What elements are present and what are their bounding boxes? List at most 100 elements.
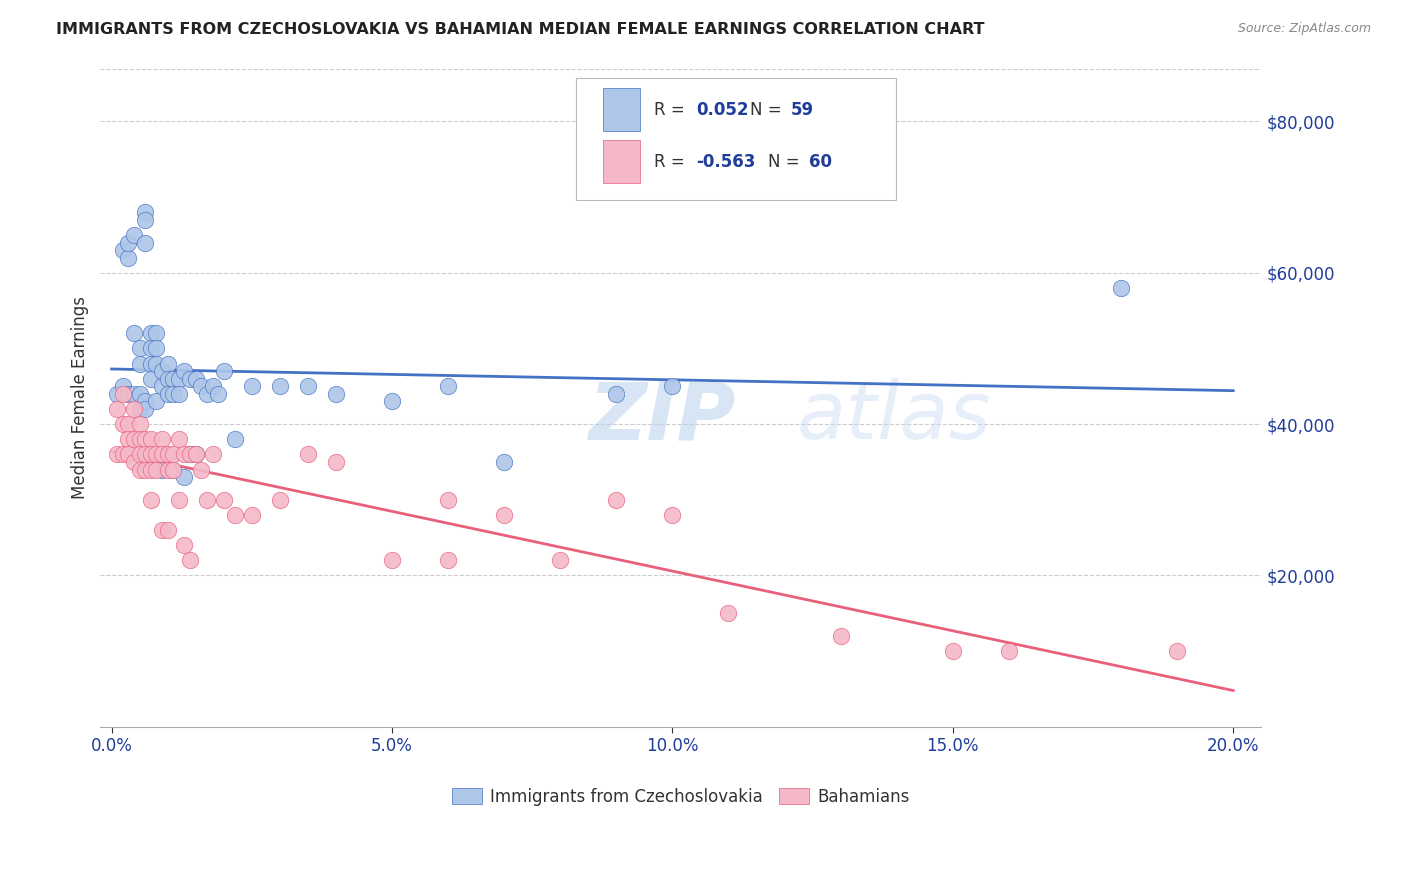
Point	[134, 394, 156, 409]
Point	[998, 644, 1021, 658]
Point	[145, 394, 167, 409]
Point	[173, 538, 195, 552]
Point	[156, 387, 179, 401]
Point	[162, 462, 184, 476]
Point	[134, 447, 156, 461]
Point	[1166, 644, 1188, 658]
Point	[122, 432, 145, 446]
Point	[150, 432, 173, 446]
Point	[128, 387, 150, 401]
Point	[184, 447, 207, 461]
Point	[830, 629, 852, 643]
Point	[128, 417, 150, 432]
Point	[134, 432, 156, 446]
FancyBboxPatch shape	[603, 88, 640, 131]
Point	[224, 508, 246, 522]
Legend: Immigrants from Czechoslovakia, Bahamians: Immigrants from Czechoslovakia, Bahamian…	[444, 781, 917, 813]
Point	[128, 342, 150, 356]
Point	[179, 372, 201, 386]
Point	[437, 553, 460, 567]
Text: 59: 59	[792, 101, 814, 119]
Point	[150, 523, 173, 537]
Point	[134, 205, 156, 219]
Point	[128, 357, 150, 371]
Point	[437, 492, 460, 507]
Point	[269, 492, 291, 507]
Point	[201, 447, 224, 461]
Point	[381, 553, 404, 567]
Point	[150, 364, 173, 378]
Point	[134, 402, 156, 417]
Text: ZIP: ZIP	[588, 378, 735, 457]
Point	[156, 357, 179, 371]
Point	[128, 447, 150, 461]
Point	[173, 364, 195, 378]
Point	[111, 387, 134, 401]
Point	[150, 379, 173, 393]
Point	[548, 553, 571, 567]
Point	[179, 447, 201, 461]
Point	[494, 508, 516, 522]
Point	[173, 447, 195, 461]
Point	[117, 387, 139, 401]
Point	[139, 432, 162, 446]
Point	[212, 492, 235, 507]
Point	[162, 387, 184, 401]
Point	[381, 394, 404, 409]
FancyBboxPatch shape	[576, 78, 896, 200]
Text: 0.052: 0.052	[696, 101, 748, 119]
Point	[139, 357, 162, 371]
Point	[207, 387, 229, 401]
Point	[145, 357, 167, 371]
Point	[145, 326, 167, 341]
Point	[297, 447, 319, 461]
Text: R =: R =	[654, 101, 690, 119]
Point	[139, 462, 162, 476]
Text: R =: R =	[654, 153, 690, 170]
Point	[128, 432, 150, 446]
Point	[1109, 281, 1132, 295]
Point	[195, 492, 218, 507]
Point	[162, 372, 184, 386]
Point	[942, 644, 965, 658]
Point	[105, 387, 128, 401]
Point	[195, 387, 218, 401]
Point	[167, 432, 190, 446]
Point	[661, 508, 683, 522]
Point	[145, 342, 167, 356]
Point	[162, 462, 184, 476]
Point	[325, 387, 347, 401]
Point	[325, 455, 347, 469]
Point	[111, 379, 134, 393]
Point	[145, 447, 167, 461]
Point	[117, 251, 139, 265]
Point	[117, 432, 139, 446]
Point	[167, 372, 190, 386]
Text: Source: ZipAtlas.com: Source: ZipAtlas.com	[1237, 22, 1371, 36]
Point	[179, 553, 201, 567]
Point	[150, 447, 173, 461]
Point	[184, 447, 207, 461]
Point	[190, 462, 212, 476]
Point	[111, 243, 134, 257]
Point	[494, 455, 516, 469]
Point	[139, 492, 162, 507]
Point	[190, 379, 212, 393]
Point	[117, 447, 139, 461]
Point	[297, 379, 319, 393]
Point	[122, 455, 145, 469]
Point	[122, 387, 145, 401]
Text: 60: 60	[808, 153, 831, 170]
Point	[122, 326, 145, 341]
Point	[128, 462, 150, 476]
Point	[240, 379, 263, 393]
Point	[167, 492, 190, 507]
Point	[661, 379, 683, 393]
Point	[111, 447, 134, 461]
Point	[156, 462, 179, 476]
Point	[212, 364, 235, 378]
Point	[179, 447, 201, 461]
Point	[605, 492, 627, 507]
Point	[139, 342, 162, 356]
Point	[201, 379, 224, 393]
